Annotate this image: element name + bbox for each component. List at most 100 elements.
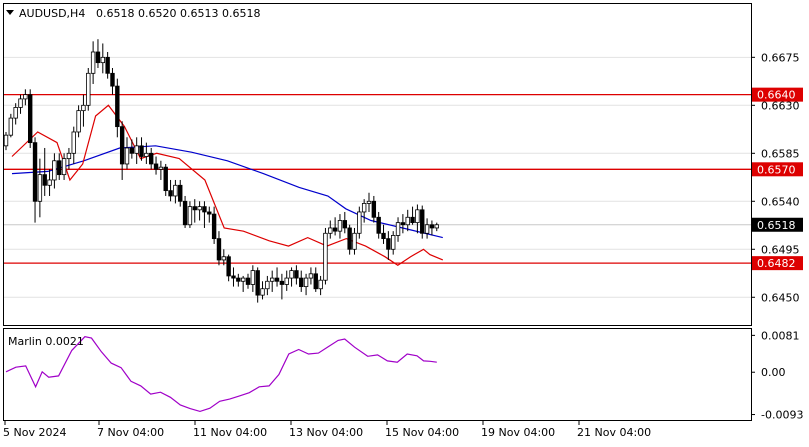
candle bbox=[173, 179, 178, 204]
candle bbox=[66, 147, 72, 170]
bear-candle-body bbox=[207, 211, 212, 215]
candle bbox=[105, 51, 110, 79]
candle bbox=[144, 142, 149, 164]
candle bbox=[386, 231, 391, 260]
candle bbox=[395, 217, 401, 242]
bull-candle-body bbox=[18, 98, 23, 108]
bull-candle-body bbox=[187, 206, 193, 226]
bull-candle-body bbox=[337, 220, 343, 232]
indicator-panel-frame bbox=[3, 328, 752, 421]
candle bbox=[207, 206, 212, 223]
price-tick-label: 0.6675 bbox=[761, 51, 800, 64]
price-tick-label: 0.6540 bbox=[761, 195, 800, 208]
candle bbox=[434, 222, 439, 232]
bull-candle-body bbox=[52, 160, 57, 181]
candle bbox=[90, 41, 96, 84]
candle bbox=[274, 267, 280, 287]
bull-candle-body bbox=[144, 152, 149, 157]
candle bbox=[187, 201, 193, 228]
bear-candle-body bbox=[255, 270, 260, 296]
candle bbox=[23, 89, 28, 106]
candle bbox=[357, 206, 362, 239]
candle bbox=[429, 220, 435, 236]
bear-candle-body bbox=[279, 280, 285, 285]
bear-candle-body bbox=[57, 160, 62, 176]
candle bbox=[139, 137, 144, 161]
bull-candle-body bbox=[318, 279, 323, 290]
candle bbox=[352, 227, 357, 255]
candle bbox=[47, 169, 52, 196]
candle bbox=[3, 131, 9, 151]
bear-candle-body bbox=[139, 145, 144, 157]
bear-candle-body bbox=[148, 152, 154, 165]
bear-candle-body bbox=[332, 227, 338, 232]
bull-candle-body bbox=[240, 277, 246, 282]
candle bbox=[76, 105, 81, 138]
bull-candle-body bbox=[390, 235, 396, 250]
bear-candle-body bbox=[429, 224, 435, 229]
candle bbox=[371, 195, 377, 223]
candle bbox=[400, 214, 406, 234]
bull-candle-body bbox=[47, 179, 52, 186]
ma-blue-line bbox=[11, 145, 443, 239]
bull-candle-body bbox=[197, 206, 202, 211]
candle bbox=[13, 103, 18, 125]
bear-candle-body bbox=[313, 273, 318, 290]
bear-candle-body bbox=[236, 277, 241, 282]
bull-candle-body bbox=[250, 270, 256, 285]
bull-candle-body bbox=[308, 273, 314, 279]
price-gridlines bbox=[4, 56, 751, 298]
bull-candle-body bbox=[23, 94, 28, 100]
candle bbox=[260, 281, 265, 300]
bull-candle-body bbox=[357, 211, 362, 234]
bull-candle-body bbox=[269, 277, 275, 282]
indicator-tick-label: 0.00 bbox=[761, 366, 786, 379]
candle bbox=[178, 179, 183, 207]
ohlc-values: 0.6518 0.6520 0.6513 0.6518 bbox=[96, 7, 260, 20]
candle bbox=[410, 206, 415, 225]
candle bbox=[95, 39, 101, 68]
candle bbox=[119, 121, 125, 180]
candle bbox=[366, 192, 372, 212]
bull-candle-body bbox=[86, 72, 91, 106]
bull-candle-body bbox=[71, 131, 76, 154]
bear-candle-body bbox=[110, 72, 115, 87]
bull-candle-body bbox=[3, 134, 9, 147]
candle bbox=[100, 43, 105, 74]
bear-candle-body bbox=[178, 184, 183, 202]
candle bbox=[255, 267, 260, 303]
bear-candle-body bbox=[400, 222, 406, 226]
candle bbox=[415, 204, 420, 234]
bull-candle-body bbox=[61, 158, 67, 176]
price-tick-label: 0.6630 bbox=[761, 99, 800, 112]
candle bbox=[303, 273, 309, 296]
candle bbox=[153, 156, 159, 175]
bear-candle-body bbox=[347, 227, 352, 250]
ma-red-line bbox=[11, 104, 444, 267]
bear-candle-body bbox=[119, 126, 125, 165]
candle bbox=[110, 67, 115, 95]
bear-candle-body bbox=[32, 142, 38, 202]
candle bbox=[236, 273, 241, 287]
bear-candle-body bbox=[202, 206, 207, 213]
candle bbox=[323, 227, 328, 285]
bear-candle-body bbox=[95, 51, 101, 64]
candle bbox=[202, 201, 207, 228]
current-price-label: 0.6518 bbox=[757, 219, 796, 232]
candle bbox=[27, 89, 33, 148]
bear-candle-body bbox=[420, 209, 425, 234]
candle bbox=[245, 273, 251, 289]
candle bbox=[158, 160, 164, 180]
bull-candle-body bbox=[76, 110, 81, 133]
bull-candle-body bbox=[81, 104, 86, 112]
candle bbox=[182, 195, 188, 228]
bull-candle-body bbox=[90, 51, 96, 74]
candle bbox=[269, 270, 275, 292]
candle bbox=[376, 211, 381, 239]
candle bbox=[284, 270, 289, 291]
moving-averages bbox=[11, 104, 444, 267]
chart-menu-triangle-icon[interactable] bbox=[6, 10, 14, 15]
price-axis: 0.6675 0.6630 0.6585 0.6540 0.6495 0.6450 bbox=[751, 51, 800, 304]
